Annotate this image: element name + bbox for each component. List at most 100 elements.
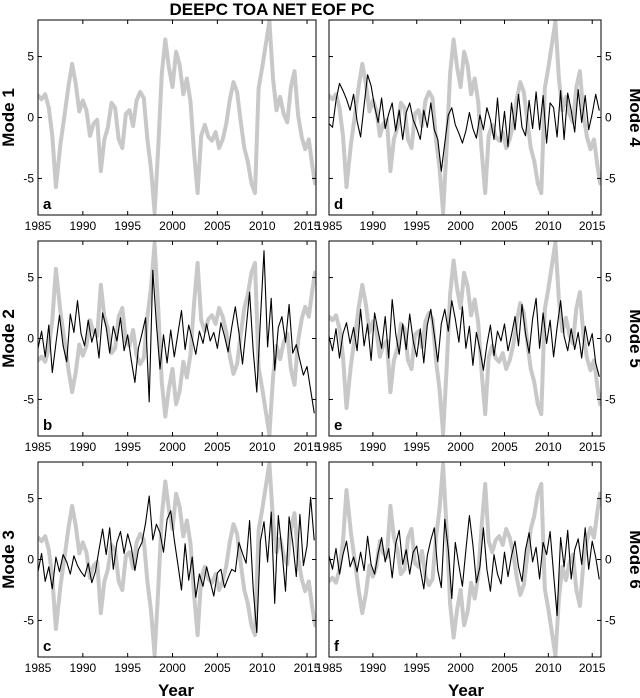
y-axis-label-mode-4: Mode 4 [626,88,640,147]
reference-series-line [329,20,601,215]
x-tick-label: 1990 [360,440,387,454]
panel-f: 1985 1990 1995 2000 2005 2010 2015 -5 0 5 f Mode 6 [316,461,640,675]
x-tick-label: 2005 [204,219,231,233]
y-tick-label: 5 [605,271,612,285]
series-group [38,20,316,215]
y-axis-label-mode-2: Mode 2 [0,309,18,368]
x-tick-label: 1985 [316,219,343,233]
y-tick-label: 0 [605,332,612,346]
y-tick-label: -5 [23,392,34,406]
panel-letter-f: f [334,638,340,655]
panel-letter-d: d [334,196,343,213]
x-tick-label: 1985 [25,219,52,233]
mode-series-line [329,297,600,377]
x-tick-label: 1995 [403,661,430,675]
y-tick-label: 0 [605,553,612,567]
reference-series-line [38,20,316,215]
plot-frame [37,19,317,216]
x-tick-label: 1995 [114,661,141,675]
y-tick-label: 5 [27,271,34,285]
x-tick-label: 2015 [579,440,606,454]
x-tick-label: 2000 [159,219,186,233]
x-tick-label: 1990 [360,219,387,233]
series-group [329,462,601,657]
y-tick-label: 5 [27,50,34,64]
x-tick-label: 2000 [159,661,186,675]
y-tick-label: 5 [605,492,612,506]
x-tick-label: 2005 [491,661,518,675]
y-tick-label: 0 [27,332,34,346]
x-tick-label: 2010 [249,219,276,233]
x-tick-label: 2015 [294,219,321,233]
y-tick-label: 0 [605,111,612,125]
x-tick-label: 2000 [159,440,186,454]
panel-a: 1985 1990 1995 2000 2005 2010 2015 -5 0 5 a Mode 1 [0,19,321,233]
series-group [38,241,316,436]
y-tick-label: -5 [605,613,616,627]
panel-c: 1985 1990 1995 2000 2005 2010 2015 -5 0 5 c Mode 3 [0,461,321,675]
panel-d: 1985 1990 1995 2000 2005 2010 2015 -5 0 5 d Mode 4 [316,19,640,233]
panel-e: 1985 1990 1995 2000 2005 2010 2015 -5 0 5 e Mode 5 [316,240,640,454]
x-tick-label: 2010 [249,661,276,675]
y-tick-label: 0 [27,111,34,125]
x-tick-label: 1990 [69,661,96,675]
x-tick-label: 2015 [294,661,321,675]
panel-letter-a: a [43,196,52,213]
series-group [38,462,316,657]
x-tick-label: 1990 [360,661,387,675]
x-tick-label: 1985 [316,440,343,454]
y-tick-label: -5 [23,171,34,185]
y-axis-label-mode-1: Mode 1 [0,88,18,147]
panel-letter-e: e [334,417,342,434]
x-tick-label: 1990 [69,219,96,233]
reference-series-line [329,241,601,436]
y-axis-label-mode-6: Mode 6 [626,530,640,589]
x-axis-label-left: Year [158,681,194,698]
y-axis-label-mode-3: Mode 3 [0,530,18,589]
x-tick-label: 2000 [447,219,474,233]
series-group [329,20,601,215]
figure-title: DEEPC TOA NET EOF PC [170,0,375,19]
reference-series-line [38,241,316,436]
y-tick-label: 5 [605,50,612,64]
x-tick-label: 1985 [25,440,52,454]
x-tick-label: 2000 [447,661,474,675]
x-tick-label: 2005 [491,440,518,454]
x-tick-label: 2005 [204,440,231,454]
plot-frame [328,19,602,216]
x-tick-label: 1995 [114,440,141,454]
x-tick-label: 2015 [579,219,606,233]
series-group [329,241,601,436]
x-tick-label: 1990 [69,440,96,454]
x-tick-label: 2010 [535,219,562,233]
y-tick-label: -5 [605,171,616,185]
x-tick-label: 1995 [403,440,430,454]
y-tick-label: 0 [27,553,34,567]
x-tick-label: 1995 [114,219,141,233]
x-tick-label: 1985 [316,661,343,675]
y-tick-label: -5 [605,392,616,406]
x-tick-label: 2000 [447,440,474,454]
x-tick-label: 2005 [204,661,231,675]
mode-series-line [329,515,600,617]
y-axis-label-mode-5: Mode 5 [626,309,640,368]
x-tick-label: 2010 [249,440,276,454]
panel-letter-c: c [43,638,51,655]
x-axis-label-right: Year [448,681,484,698]
mode-series-line [329,74,600,172]
x-tick-label: 2015 [579,661,606,675]
y-tick-label: 5 [27,492,34,506]
panel-letter-b: b [43,417,52,434]
reference-series-line [38,462,316,657]
x-tick-label: 2015 [294,440,321,454]
mode-series-line [38,495,315,634]
x-tick-label: 1985 [25,661,52,675]
y-tick-label: -5 [23,613,34,627]
x-tick-label: 2010 [535,440,562,454]
x-tick-label: 2005 [491,219,518,233]
panel-b: 1985 1990 1995 2000 2005 2010 2015 -5 0 5 b Mode 2 [0,240,321,454]
mode-series-line [38,250,315,414]
x-tick-label: 1995 [403,219,430,233]
